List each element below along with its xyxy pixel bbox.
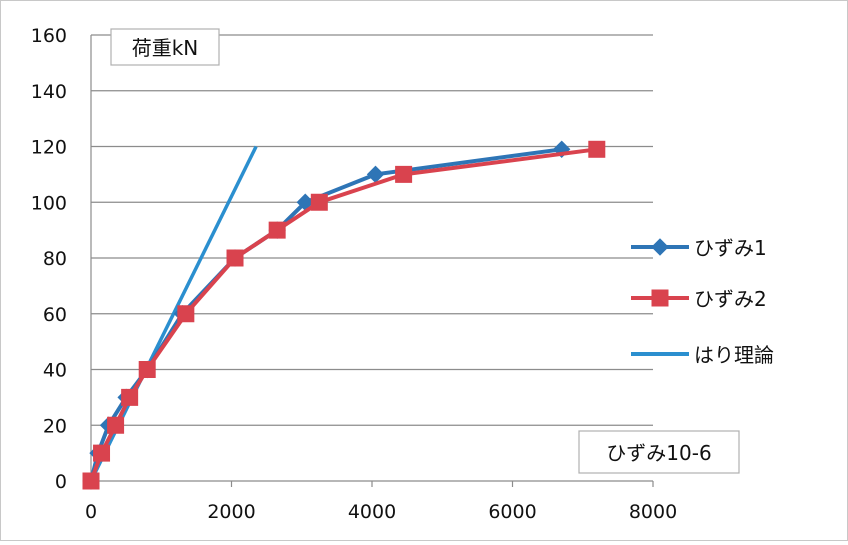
y-tick-label: 0 bbox=[55, 471, 67, 493]
y-tick-label: 140 bbox=[31, 81, 67, 103]
data-point bbox=[93, 444, 111, 462]
data-point bbox=[310, 193, 328, 211]
legend: ひずみ1 ひずみ2 はり理論 bbox=[631, 236, 774, 367]
y-tick-label: 160 bbox=[31, 25, 67, 47]
x-tick-label: 6000 bbox=[488, 501, 536, 523]
y-tick-label: 20 bbox=[43, 415, 67, 437]
y-tick-labels: 0 20 40 60 80 100 120 140 160 bbox=[31, 25, 67, 493]
y-tick-label: 120 bbox=[31, 137, 67, 159]
x-tick-label: 0 bbox=[85, 501, 97, 523]
x-axis-title: ひずみ10-6 bbox=[606, 441, 711, 465]
x-tick-label: 4000 bbox=[348, 501, 396, 523]
series-1 bbox=[82, 140, 571, 490]
x-axis-title-box: ひずみ10-6 bbox=[578, 430, 740, 474]
data-point bbox=[138, 361, 156, 378]
legend-item-2: ひずみ2 bbox=[631, 287, 767, 311]
legend-item-3: はり理論 bbox=[631, 343, 774, 367]
series-line-2 bbox=[89, 147, 598, 482]
y-tick-label: 80 bbox=[43, 248, 67, 270]
data-point bbox=[588, 140, 606, 158]
x-tick-labels: 0 2000 4000 6000 8000 bbox=[85, 501, 677, 523]
legend-label: ひずみ1 bbox=[694, 236, 767, 260]
x-tick-label: 8000 bbox=[629, 501, 677, 523]
data-point bbox=[107, 416, 125, 434]
legend-label: ひずみ2 bbox=[694, 287, 767, 311]
data-point bbox=[395, 165, 413, 183]
y-axis-title: 荷重kN bbox=[132, 36, 199, 60]
y-tick-label: 60 bbox=[43, 304, 67, 326]
y-axis-title-box: 荷重kN bbox=[110, 28, 220, 66]
gridlines bbox=[90, 34, 654, 487]
data-point bbox=[226, 249, 244, 267]
data-point bbox=[82, 472, 100, 490]
legend-label: はり理論 bbox=[694, 343, 774, 367]
x-tick-label: 2000 bbox=[207, 501, 255, 523]
data-point bbox=[177, 305, 195, 323]
series-layer bbox=[82, 140, 606, 490]
legend-marker bbox=[651, 238, 669, 256]
legend-item-1: ひずみ1 bbox=[631, 236, 767, 260]
y-tick-label: 40 bbox=[43, 360, 67, 382]
data-point bbox=[121, 388, 139, 406]
data-point bbox=[268, 221, 286, 239]
legend-marker bbox=[651, 289, 669, 307]
y-tick-label: 100 bbox=[31, 192, 67, 214]
series-2 bbox=[82, 140, 606, 490]
